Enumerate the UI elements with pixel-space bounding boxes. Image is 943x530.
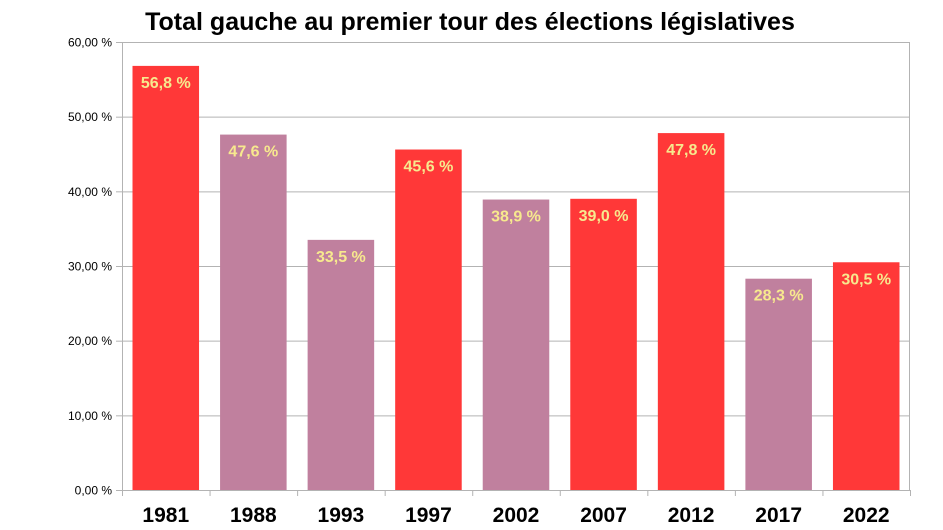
x-axis-ticks: 1981 1988 1993 1997 2002 2007 2012 2017 2022 [142, 504, 889, 527]
data-label-1993: 33,5 % [316, 249, 366, 266]
data-label-1997: 45,6 % [404, 159, 454, 176]
y-tick-label: 0,00 % [75, 484, 113, 498]
chart-title: Total gauche au premier tour des électio… [145, 8, 795, 36]
bar-1993 [307, 239, 375, 490]
bar-2012 [657, 133, 725, 491]
x-tick-label-1981: 1981 [142, 504, 189, 527]
data-label-2017: 28,3 % [754, 288, 804, 305]
x-tick-label-2002: 2002 [493, 504, 540, 527]
y-tick-label: 10,00 % [68, 409, 112, 423]
x-tick-label-1993: 1993 [318, 504, 365, 527]
y-tick-label: 40,00 % [68, 185, 112, 199]
data-label-2002: 38,9 % [491, 209, 541, 226]
bar-2017 [745, 278, 812, 490]
x-tick-label-2022: 2022 [843, 504, 890, 527]
x-tick-label-2012: 2012 [668, 504, 715, 527]
data-labels: 56,8 % 47,6 % 33,5 % 45,6 % 38,9 % 39,0 % 47,8… [141, 75, 891, 305]
x-tick-label-2017: 2017 [755, 504, 802, 527]
data-label-1988: 47,6 % [228, 144, 278, 161]
y-tick-label: 30,00 % [68, 260, 112, 274]
bar-1981 [132, 65, 200, 490]
y-tick-label: 50,00 % [68, 110, 112, 124]
bar-1988 [220, 134, 287, 490]
x-tick-label-1997: 1997 [405, 504, 452, 527]
data-label-2007: 39,0 % [579, 208, 629, 225]
bar-1997 [395, 149, 462, 490]
y-tick-label: 20,00 % [68, 334, 112, 348]
bar-2007 [570, 198, 637, 491]
data-label-1981: 56,8 % [141, 75, 191, 92]
y-axis-ticks: 0,00 % 10,00 % 20,00 % 30,00 % 40,00 % 50,00 … [68, 36, 112, 498]
data-label-2012: 47,8 % [666, 142, 716, 159]
x-tick-label-1988: 1988 [230, 504, 277, 527]
bars [132, 65, 900, 491]
bar-2022 [832, 262, 900, 490]
bar-2002 [482, 199, 550, 490]
x-tick-label-2007: 2007 [580, 504, 627, 527]
data-label-2022: 30,5 % [841, 271, 891, 288]
y-tick-label: 60,00 % [68, 36, 112, 50]
